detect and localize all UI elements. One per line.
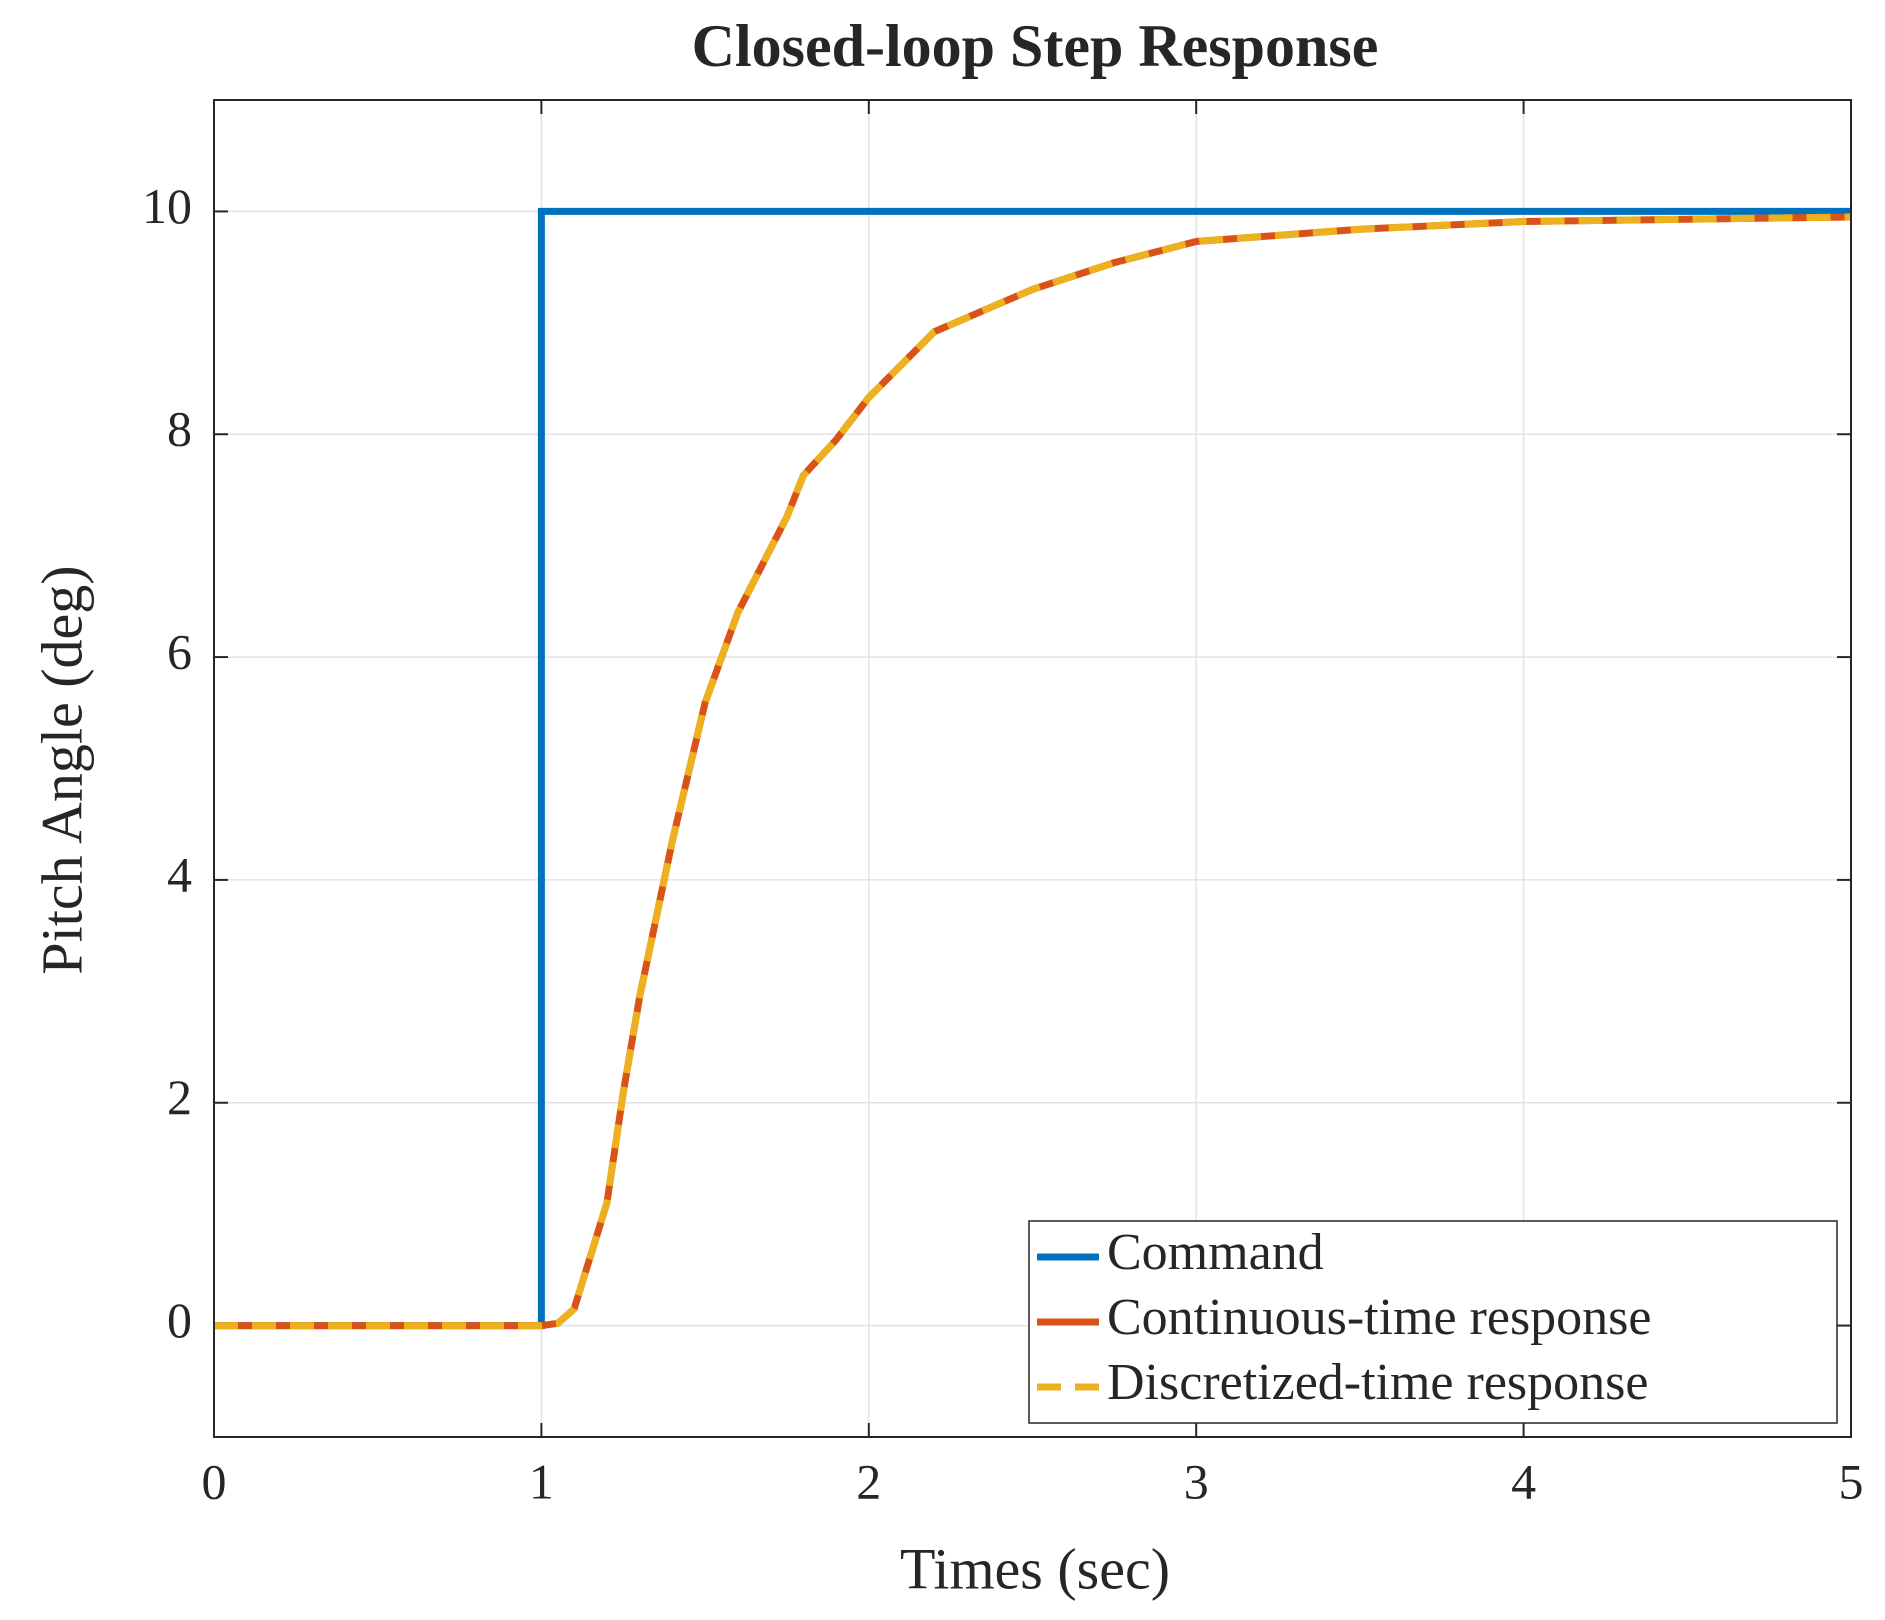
axes-box <box>213 99 1852 1438</box>
x-tick-label: 5 <box>1839 1453 1864 1509</box>
plot-area <box>214 100 1851 1437</box>
chart-title: Closed-loop Step Response <box>692 13 1379 79</box>
x-tick-label: 4 <box>1511 1453 1536 1509</box>
x-tick-label: 2 <box>856 1453 881 1509</box>
x-tick-label: 1 <box>529 1453 554 1509</box>
y-tick-label: 6 <box>167 624 192 680</box>
x-axis-label: Times (sec) <box>900 1536 1170 1601</box>
y-axis-label: Pitch Angle (deg) <box>29 565 94 974</box>
y-tick-label: 2 <box>167 1069 192 1125</box>
y-tick-label: 4 <box>167 846 192 902</box>
legend-box <box>1028 1220 1838 1424</box>
y-tick-label: 10 <box>142 178 192 234</box>
x-tick-label: 0 <box>202 1453 227 1509</box>
y-tick-label: 0 <box>167 1292 192 1348</box>
legend-label: Command <box>1107 1224 1324 1281</box>
series-line <box>214 213 1852 1330</box>
legend-label: Continuous-time response <box>1107 1289 1652 1346</box>
y-tick-label: 8 <box>167 401 192 457</box>
legend-label: Discretized-time response <box>1107 1354 1648 1411</box>
x-tick-label: 3 <box>1184 1453 1209 1509</box>
